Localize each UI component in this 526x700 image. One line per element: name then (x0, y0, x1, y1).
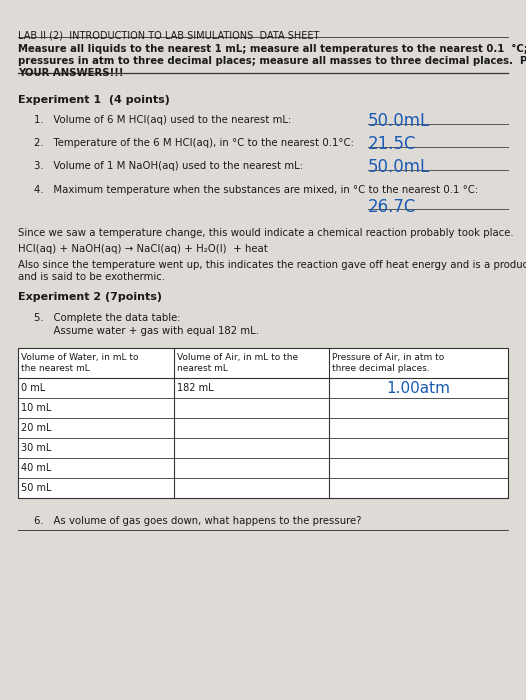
Text: 50 mL: 50 mL (21, 483, 52, 493)
Text: Experiment 1  (4 points): Experiment 1 (4 points) (18, 95, 170, 105)
Text: Since we saw a temperature change, this would indicate a chemical reaction proba: Since we saw a temperature change, this … (18, 228, 513, 238)
Text: nearest mL: nearest mL (177, 364, 228, 373)
Text: 30 mL: 30 mL (21, 443, 52, 453)
Text: 3.   Volume of 1 M NaOH(aq) used to the nearest mL:: 3. Volume of 1 M NaOH(aq) used to the ne… (34, 161, 303, 171)
Text: 10 mL: 10 mL (21, 403, 52, 413)
Text: Measure all liquids to the nearest 1 mL; measure all temperatures to the nearest: Measure all liquids to the nearest 1 mL;… (18, 44, 526, 54)
Text: Volume of Water, in mL to: Volume of Water, in mL to (21, 353, 138, 362)
Text: Also since the temperature went up, this indicates the reaction gave off heat en: Also since the temperature went up, this… (18, 260, 526, 270)
Text: 6.   As volume of gas goes down, what happens to the pressure?: 6. As volume of gas goes down, what happ… (34, 516, 361, 526)
Text: YOUR ANSWERS!!!: YOUR ANSWERS!!! (18, 68, 124, 78)
Text: 50.0mL: 50.0mL (368, 158, 430, 176)
Text: 20 mL: 20 mL (21, 423, 52, 433)
Text: 1.   Volume of 6 M HCl(aq) used to the nearest mL:: 1. Volume of 6 M HCl(aq) used to the nea… (34, 115, 291, 125)
Text: 5.   Complete the data table:: 5. Complete the data table: (34, 313, 180, 323)
Text: and is said to be exothermic.: and is said to be exothermic. (18, 272, 165, 282)
Text: HCl(aq) + NaOH(aq) → NaCl(aq) + H₂O(l)  + heat: HCl(aq) + NaOH(aq) → NaCl(aq) + H₂O(l) +… (18, 244, 268, 254)
Text: 2.   Temperature of the 6 M HCl(aq), in °C to the nearest 0.1°C:: 2. Temperature of the 6 M HCl(aq), in °C… (34, 138, 354, 148)
Text: 21.5C: 21.5C (368, 135, 417, 153)
Text: pressures in atm to three decimal places; measure all masses to three decimal pl: pressures in atm to three decimal places… (18, 56, 526, 66)
Text: 40 mL: 40 mL (21, 463, 52, 473)
Text: Pressure of Air, in atm to: Pressure of Air, in atm to (332, 353, 444, 362)
Text: Experiment 2 (7points): Experiment 2 (7points) (18, 292, 162, 302)
Text: Volume of Air, in mL to the: Volume of Air, in mL to the (177, 353, 298, 362)
Text: LAB II (2)  INTRODUCTION TO LAB SIMULATIONS  DATA SHEET: LAB II (2) INTRODUCTION TO LAB SIMULATIO… (18, 30, 319, 40)
Text: 1.00atm: 1.00atm (387, 381, 450, 396)
Text: 0 mL: 0 mL (21, 383, 45, 393)
Text: 26.7C: 26.7C (368, 198, 417, 216)
Text: 182 mL: 182 mL (177, 383, 214, 393)
Text: 50.0mL: 50.0mL (368, 112, 430, 130)
Text: the nearest mL: the nearest mL (21, 364, 90, 373)
Text: 4.   Maximum temperature when the substances are mixed, in °C to the nearest 0.1: 4. Maximum temperature when the substanc… (34, 185, 478, 195)
Bar (18, 348, 508, 498)
Text: three decimal places.: three decimal places. (332, 364, 430, 373)
Text: Assume water + gas with equal 182 mL.: Assume water + gas with equal 182 mL. (34, 326, 259, 336)
